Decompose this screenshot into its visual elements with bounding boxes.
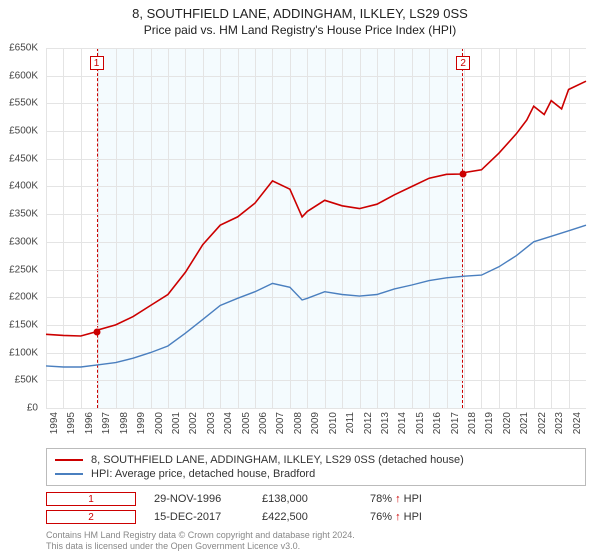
tx-date: 15-DEC-2017: [154, 511, 244, 523]
y-tick-label: £0: [0, 403, 38, 414]
x-tick-label: 1997: [101, 412, 112, 434]
legend-row-price: 8, SOUTHFIELD LANE, ADDINGHAM, ILKLEY, L…: [55, 453, 577, 467]
x-tick-label: 2015: [415, 412, 426, 434]
x-tick-label: 2023: [554, 412, 565, 434]
x-tick-label: 1996: [84, 412, 95, 434]
footer-line1: Contains HM Land Registry data © Crown c…: [46, 530, 586, 541]
x-tick-label: 2012: [363, 412, 374, 434]
chart-container: 8, SOUTHFIELD LANE, ADDINGHAM, ILKLEY, L…: [0, 0, 600, 560]
y-tick-label: £50K: [0, 375, 38, 386]
tx-row: 1 29-NOV-1996 £138,000 78% ↑ HPI: [46, 490, 586, 508]
x-tick-label: 1995: [66, 412, 77, 434]
title-subtitle: Price paid vs. HM Land Registry's House …: [0, 23, 600, 39]
sale-point: [93, 328, 100, 335]
y-tick-label: £550K: [0, 98, 38, 109]
x-tick-label: 2008: [293, 412, 304, 434]
tx-row: 2 15-DEC-2017 £422,500 76% ↑ HPI: [46, 508, 586, 526]
up-arrow-icon: ↑: [395, 511, 401, 523]
tx-marker: 1: [46, 492, 136, 506]
y-tick-label: £100K: [0, 347, 38, 358]
x-tick-label: 2020: [502, 412, 513, 434]
transactions-table: 1 29-NOV-1996 £138,000 78% ↑ HPI 2 15-DEC-201…: [46, 490, 586, 526]
tx-price: £138,000: [262, 493, 352, 505]
x-tick-label: 2000: [154, 412, 165, 434]
x-tick-label: 2006: [258, 412, 269, 434]
chart-area: 12 £0£50K£100K£150K£200K£250K£300K£350K£…: [46, 48, 586, 408]
footer-attribution: Contains HM Land Registry data © Crown c…: [46, 530, 586, 552]
x-tick-label: 2024: [572, 412, 583, 434]
title-address: 8, SOUTHFIELD LANE, ADDINGHAM, ILKLEY, L…: [0, 6, 600, 23]
x-tick-label: 2010: [328, 412, 339, 434]
x-tick-label: 2016: [432, 412, 443, 434]
legend-label-hpi: HPI: Average price, detached house, Brad…: [91, 468, 315, 480]
y-tick-label: £150K: [0, 319, 38, 330]
x-tick-label: 2014: [397, 412, 408, 434]
x-tick-label: 2021: [519, 412, 530, 434]
tx-pct: 78% ↑ HPI: [370, 493, 460, 505]
x-tick-label: 2003: [206, 412, 217, 434]
legend-row-hpi: HPI: Average price, detached house, Brad…: [55, 467, 577, 481]
grid-h: [46, 408, 586, 409]
y-tick-label: £650K: [0, 43, 38, 54]
series-hpi: [46, 225, 586, 367]
x-tick-label: 2005: [241, 412, 252, 434]
y-tick-label: £350K: [0, 209, 38, 220]
y-tick-label: £200K: [0, 292, 38, 303]
legend-label-price: 8, SOUTHFIELD LANE, ADDINGHAM, ILKLEY, L…: [91, 454, 464, 466]
tx-price: £422,500: [262, 511, 352, 523]
tx-pct: 76% ↑ HPI: [370, 511, 460, 523]
sale-point: [460, 171, 467, 178]
y-tick-label: £500K: [0, 126, 38, 137]
x-tick-label: 2019: [484, 412, 495, 434]
y-tick-label: £300K: [0, 236, 38, 247]
marker-2: 2: [456, 56, 470, 70]
marker-1: 1: [90, 56, 104, 70]
x-tick-label: 1998: [119, 412, 130, 434]
title-block: 8, SOUTHFIELD LANE, ADDINGHAM, ILKLEY, L…: [0, 0, 600, 38]
x-tick-label: 2009: [310, 412, 321, 434]
footer-line2: This data is licensed under the Open Gov…: [46, 541, 586, 552]
y-tick-label: £450K: [0, 153, 38, 164]
x-tick-label: 2017: [450, 412, 461, 434]
legend-box: 8, SOUTHFIELD LANE, ADDINGHAM, ILKLEY, L…: [46, 448, 586, 486]
tx-date: 29-NOV-1996: [154, 493, 244, 505]
x-tick-label: 2011: [345, 412, 356, 434]
legend-swatch-price: [55, 459, 83, 461]
x-tick-label: 1999: [136, 412, 147, 434]
x-tick-label: 2004: [223, 412, 234, 434]
x-tick-label: 1994: [49, 412, 60, 434]
y-tick-label: £400K: [0, 181, 38, 192]
x-tick-label: 2013: [380, 412, 391, 434]
y-tick-label: £250K: [0, 264, 38, 275]
up-arrow-icon: ↑: [395, 493, 401, 505]
x-tick-label: 2018: [467, 412, 478, 434]
tx-marker: 2: [46, 510, 136, 524]
x-tick-label: 2022: [537, 412, 548, 434]
x-tick-label: 2007: [275, 412, 286, 434]
x-tick-label: 2002: [188, 412, 199, 434]
series-price_paid: [46, 81, 586, 336]
x-tick-label: 2001: [171, 412, 182, 434]
legend-swatch-hpi: [55, 473, 83, 475]
y-tick-label: £600K: [0, 70, 38, 81]
series-svg: [46, 48, 586, 408]
